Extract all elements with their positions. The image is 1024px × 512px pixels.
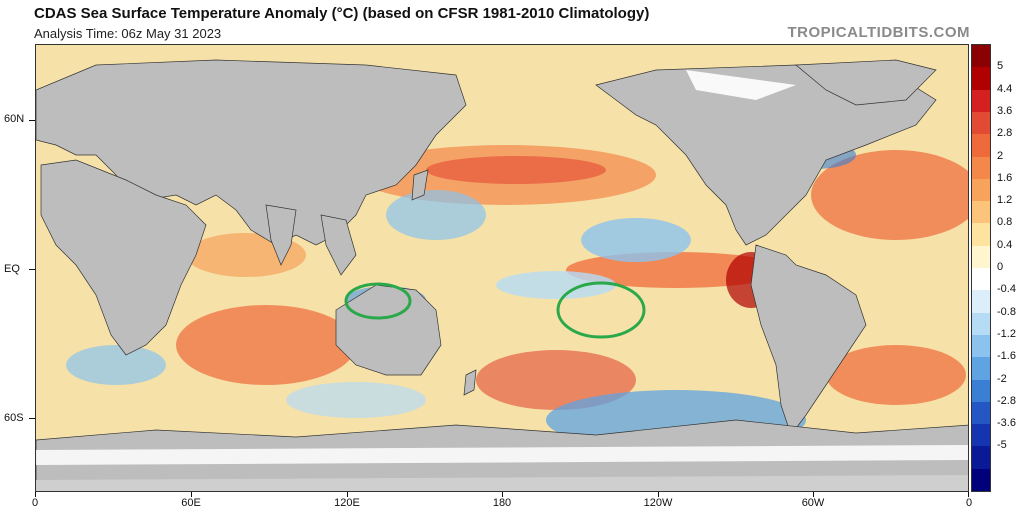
lon-label-60e: 60E xyxy=(181,497,201,509)
colorbar-cell xyxy=(972,89,990,113)
colorbar-cell xyxy=(972,379,990,403)
colorbar-cell xyxy=(972,178,990,202)
north-pacific-warm-core xyxy=(426,156,606,184)
south-pacific-warm xyxy=(476,350,636,410)
colorbar-labels: 5 4.4 3.6 2.8 2 1.6 1.2 0.8 0.4 0 -0.4 -0.8 -1.2 -1.6… xyxy=(993,44,1023,492)
north-atlantic-warm xyxy=(811,150,968,240)
lon-label-0: 0 xyxy=(31,497,39,509)
lon-tick xyxy=(813,492,814,497)
lon-tick xyxy=(347,492,348,497)
lon-tick xyxy=(658,492,659,497)
lon-label-180: 180 xyxy=(492,497,512,509)
colorbar-cell xyxy=(972,134,990,157)
colorbar-cell xyxy=(972,424,990,447)
colorbar-cell xyxy=(972,468,990,492)
colorbar-tick-label: 2 xyxy=(997,149,1004,162)
colorbar-cell xyxy=(972,290,990,314)
lat-label-60n: 60N xyxy=(4,113,25,125)
south-of-australia-cool xyxy=(286,382,426,418)
colorbar-cell xyxy=(972,45,990,68)
analysis-time: Analysis Time: 06z May 31 2023 xyxy=(34,26,222,41)
lon-label-0-right: 0 xyxy=(965,497,973,509)
colorbar-cell xyxy=(972,156,990,180)
colorbar-tick-label: -0.8 xyxy=(997,305,1016,318)
colorbar-cell xyxy=(972,111,990,135)
southwest-indian-cool xyxy=(66,345,166,385)
subtropical-pacific-cool xyxy=(581,218,691,262)
lat-tick xyxy=(29,418,35,419)
colorbar-tick-label: -1.6 xyxy=(997,350,1016,363)
south-indian-warm xyxy=(176,305,356,385)
colorbar-tick-label: 5 xyxy=(997,60,1004,73)
colorbar-cell xyxy=(972,357,990,380)
colorbar-cell xyxy=(972,446,990,470)
colorbar xyxy=(971,44,991,492)
map-canvas xyxy=(36,45,968,491)
green-ellipse-north-australia xyxy=(344,282,412,320)
colorbar-tick-label: 1.6 xyxy=(997,171,1013,184)
colorbar-cell xyxy=(972,334,990,358)
antarctic-ice xyxy=(36,445,968,465)
colorbar-tick-label: -5 xyxy=(997,439,1007,452)
colorbar-cell xyxy=(972,223,990,247)
colorbar-tick-label: -3.6 xyxy=(997,417,1016,430)
west-pacific-cool xyxy=(386,190,486,240)
colorbar-tick-label: -0.4 xyxy=(997,283,1016,296)
lon-label-120e: 120E xyxy=(334,497,360,509)
colorbar-tick-label: 0.4 xyxy=(997,238,1013,251)
colorbar-tick-label: -1.2 xyxy=(997,327,1016,340)
south-atlantic-warm xyxy=(826,345,966,405)
lat-tick xyxy=(29,120,35,121)
colorbar-tick-label: 0 xyxy=(997,261,1004,273)
colorbar-tick-label: 1.2 xyxy=(997,194,1013,207)
lat-label-60s: 60S xyxy=(4,412,24,424)
colorbar-tick-label: 2.8 xyxy=(997,127,1013,140)
watermark: TROPICALTIDBITS.COM xyxy=(787,24,970,41)
lon-tick xyxy=(35,492,36,497)
sst-anomaly-map xyxy=(35,44,969,492)
lon-tick xyxy=(968,492,969,497)
colorbar-tick-label: 4.4 xyxy=(997,82,1013,95)
colorbar-tick-label: 0.8 xyxy=(997,216,1013,229)
colorbar-cell xyxy=(972,67,990,91)
antarctic-shelf xyxy=(36,475,968,491)
central-pacific-cool xyxy=(496,271,616,299)
colorbar-cell xyxy=(972,312,990,336)
colorbar-tick-label: -2 xyxy=(997,372,1007,385)
colorbar-tick-label: 3.6 xyxy=(997,104,1013,117)
colorbar-tick-label: -2.8 xyxy=(997,394,1016,407)
lat-label-eq: EQ xyxy=(4,263,20,275)
lon-tick xyxy=(191,492,192,497)
lon-label-60w: 60W xyxy=(801,497,825,509)
arctic-ice xyxy=(686,70,796,100)
land-masses xyxy=(36,59,968,491)
lon-tick xyxy=(502,492,503,497)
lon-label-120w: 120W xyxy=(643,497,673,509)
colorbar-cell xyxy=(972,401,990,425)
colorbar-cell xyxy=(972,268,990,291)
colorbar-cell xyxy=(972,245,990,269)
lat-tick xyxy=(29,269,35,270)
colorbar-cell xyxy=(972,201,990,224)
map-title: CDAS Sea Surface Temperature Anomaly (°C… xyxy=(34,5,650,22)
green-ellipse-south-pacific xyxy=(556,281,646,339)
